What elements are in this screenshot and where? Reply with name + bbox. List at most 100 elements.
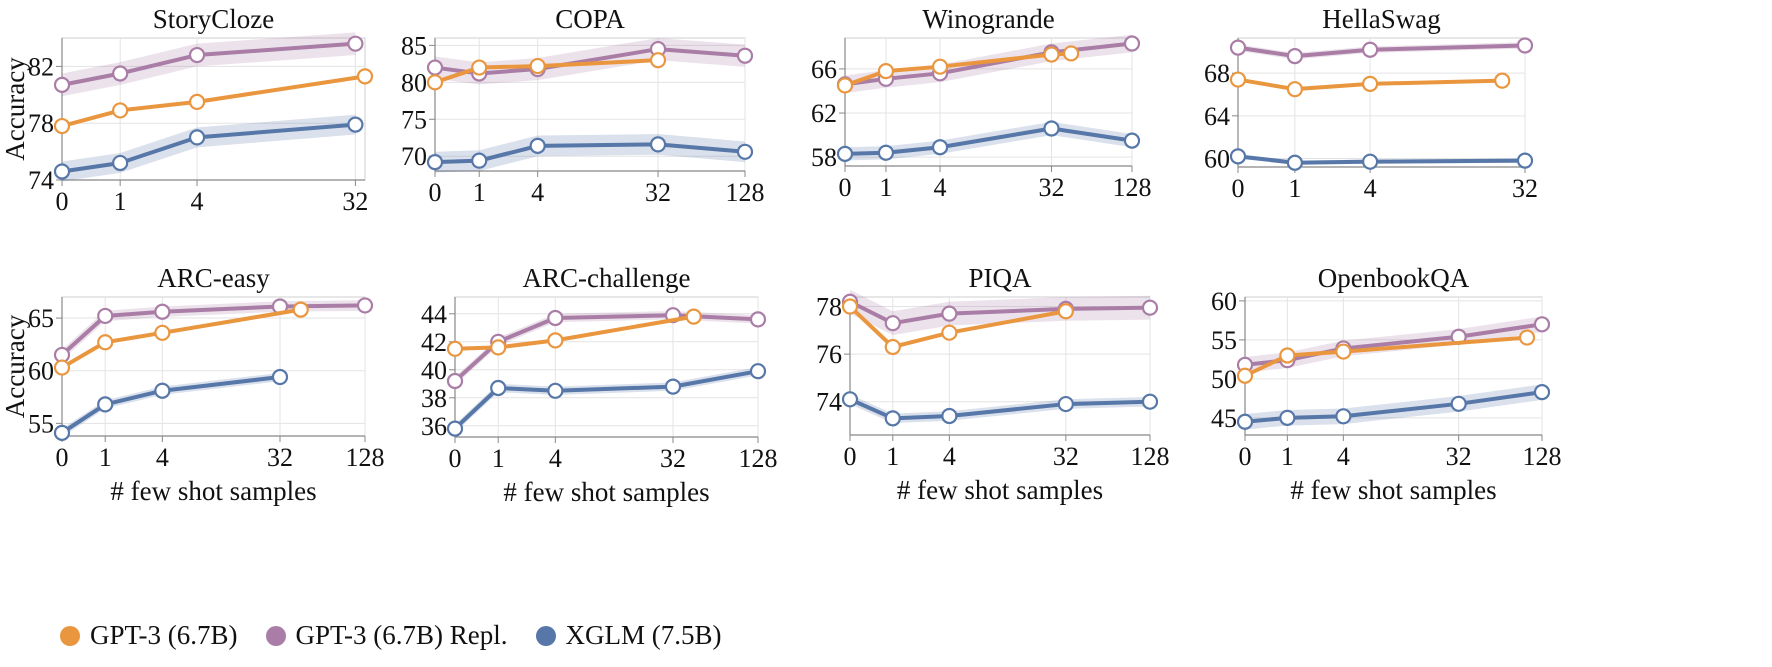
- data-point-gpt-3-6-7b-repl: [749, 311, 767, 328]
- data-point-xglm-7-5b: [426, 154, 444, 171]
- x-tick-label: 0: [56, 187, 69, 216]
- legend-label-gpt3-repl: GPT-3 (6.7B) Repl.: [295, 620, 508, 650]
- data-point-xglm-7-5b: [97, 396, 114, 413]
- data-point-xglm-7-5b: [547, 382, 564, 399]
- y-tick-label: 55: [28, 409, 54, 438]
- data-point-gpt-3-6-7b: [188, 93, 206, 111]
- chart-title: ARC-challenge: [523, 263, 691, 293]
- x-tick-label: 128: [1113, 173, 1152, 202]
- data-point-gpt-3-6-7b-repl: [97, 307, 114, 325]
- data-point-xglm-7-5b: [529, 137, 546, 154]
- data-point-gpt-3-6-7b-repl: [1362, 41, 1379, 58]
- data-point-gpt-3-6-7b-repl: [426, 59, 444, 76]
- y-tick-label: 65: [28, 304, 54, 333]
- data-point-gpt-3-6-7b-repl: [1516, 37, 1534, 54]
- chart-title: OpenbookQA: [1318, 263, 1470, 293]
- data-point-gpt-3-6-7b: [941, 324, 958, 341]
- series-line-xglm-7-5b: [61, 122, 356, 174]
- y-tick-label: 64: [1204, 102, 1230, 131]
- data-point-gpt-3-6-7b: [154, 324, 171, 341]
- y-tick-label: 78: [28, 109, 54, 138]
- plot-area: [61, 296, 366, 437]
- legend-label-gpt3: GPT-3 (6.7B): [90, 620, 238, 650]
- series-line-gpt-3-6-7b: [1244, 335, 1528, 378]
- x-axis-label: # few shot samples: [1290, 475, 1496, 505]
- data-point-gpt-3-6-7b: [490, 339, 507, 356]
- x-tick-label: 1: [1288, 174, 1301, 203]
- data-point-gpt-3-6-7b-repl: [356, 297, 374, 314]
- x-tick-label: 1: [114, 187, 127, 216]
- data-point-gpt-3-6-7b: [1518, 329, 1536, 346]
- series-line-xglm-7-5b: [1237, 154, 1526, 165]
- data-point-xglm-7-5b: [1043, 120, 1060, 137]
- plot-area: [1237, 37, 1526, 168]
- x-tick-label: 1: [886, 442, 899, 471]
- data-point-gpt-3-6-7b: [356, 68, 374, 85]
- series-line-gpt-3-6-7b-repl: [61, 41, 356, 87]
- data-point-gpt-3-6-7b: [53, 117, 71, 135]
- data-point-gpt-3-6-7b-repl: [884, 315, 901, 332]
- data-point-gpt-3-6-7b: [97, 334, 114, 351]
- data-point-xglm-7-5b: [1533, 384, 1551, 401]
- legend-swatch-gpt3: [60, 625, 80, 646]
- data-point-gpt-3-6-7b: [1043, 46, 1060, 63]
- data-point-xglm-7-5b: [664, 378, 682, 395]
- x-tick-label: 128: [1131, 442, 1170, 471]
- data-point-gpt-3-6-7b: [471, 59, 488, 76]
- x-tick-label: 1: [473, 178, 486, 207]
- x-tick-label: 128: [1523, 442, 1562, 471]
- data-point-gpt-3-6-7b-repl: [446, 372, 464, 390]
- y-tick-label: 55: [1211, 326, 1237, 355]
- y-tick-label: 68: [1204, 59, 1230, 88]
- data-point-gpt-3-6-7b: [112, 102, 129, 119]
- data-point-gpt-3-6-7b-repl: [1533, 316, 1551, 333]
- data-point-gpt-3-6-7b: [884, 338, 901, 356]
- x-tick-label: 32: [342, 187, 368, 216]
- data-point-xglm-7-5b: [154, 382, 171, 399]
- x-axis-label: # few shot samples: [503, 477, 709, 507]
- data-point-gpt-3-6-7b: [1494, 72, 1511, 89]
- x-tick-label: 4: [531, 178, 544, 207]
- panel-piqa: 74 76 78 0 1 4 32 128 PIQA # few shot samples: [816, 263, 1170, 505]
- y-tick-label: 76: [816, 340, 842, 369]
- data-point-xglm-7-5b: [446, 420, 464, 437]
- data-point-gpt-3-6-7b: [547, 332, 564, 349]
- data-point-xglm-7-5b: [1141, 393, 1159, 410]
- data-point-xglm-7-5b: [53, 424, 71, 441]
- chart-title: PIQA: [968, 263, 1032, 293]
- data-point-gpt-3-6-7b-repl: [53, 76, 71, 93]
- y-tick-label: 62: [811, 99, 837, 128]
- y-tick-label: 74: [28, 166, 54, 195]
- legend-swatch-xglm: [535, 625, 556, 646]
- x-tick-label: 0: [1232, 174, 1245, 203]
- data-point-gpt-3-6-7b-repl: [347, 35, 364, 52]
- y-tick-label: 45: [1211, 404, 1237, 433]
- chart-title: COPA: [555, 4, 625, 34]
- x-tick-label: 0: [56, 443, 69, 472]
- panel-openbookqa: 45 50 55 60 0 1 4 32 128 OpenbookQA # few shot sam…: [1211, 263, 1562, 505]
- x-tick-label: 1: [492, 444, 505, 473]
- data-point-gpt-3-6-7b-repl: [1286, 48, 1303, 65]
- x-tick-label: 4: [156, 443, 169, 472]
- x-tick-label: 1: [879, 173, 892, 202]
- data-point-gpt-3-6-7b-repl: [1141, 299, 1159, 316]
- data-point-gpt-3-6-7b: [877, 63, 895, 80]
- chart-title: Winogrande: [922, 4, 1054, 34]
- data-point-xglm-7-5b: [112, 154, 129, 172]
- series-line-gpt-3-6-7b: [454, 314, 695, 351]
- y-tick-label: 44: [421, 300, 447, 329]
- data-point-xglm-7-5b: [649, 136, 667, 153]
- y-tick-label: 66: [811, 55, 837, 84]
- y-tick-label: 78: [816, 293, 842, 322]
- data-point-xglm-7-5b: [1516, 152, 1534, 169]
- data-point-gpt-3-6-7b: [685, 308, 702, 325]
- data-point-xglm-7-5b: [1335, 408, 1352, 425]
- series-line-gpt-3-6-7b: [61, 74, 366, 128]
- data-point-xglm-7-5b: [1279, 409, 1296, 426]
- legend-item-gpt3: GPT-3 (6.7B): [60, 620, 238, 651]
- panel-copa: 70 75 80 85 0 1 4 32 128 COPA: [401, 4, 765, 207]
- data-point-xglm-7-5b: [1286, 154, 1303, 171]
- x-tick-label: 4: [1364, 174, 1377, 203]
- x-axis-label: # few shot samples: [897, 475, 1103, 505]
